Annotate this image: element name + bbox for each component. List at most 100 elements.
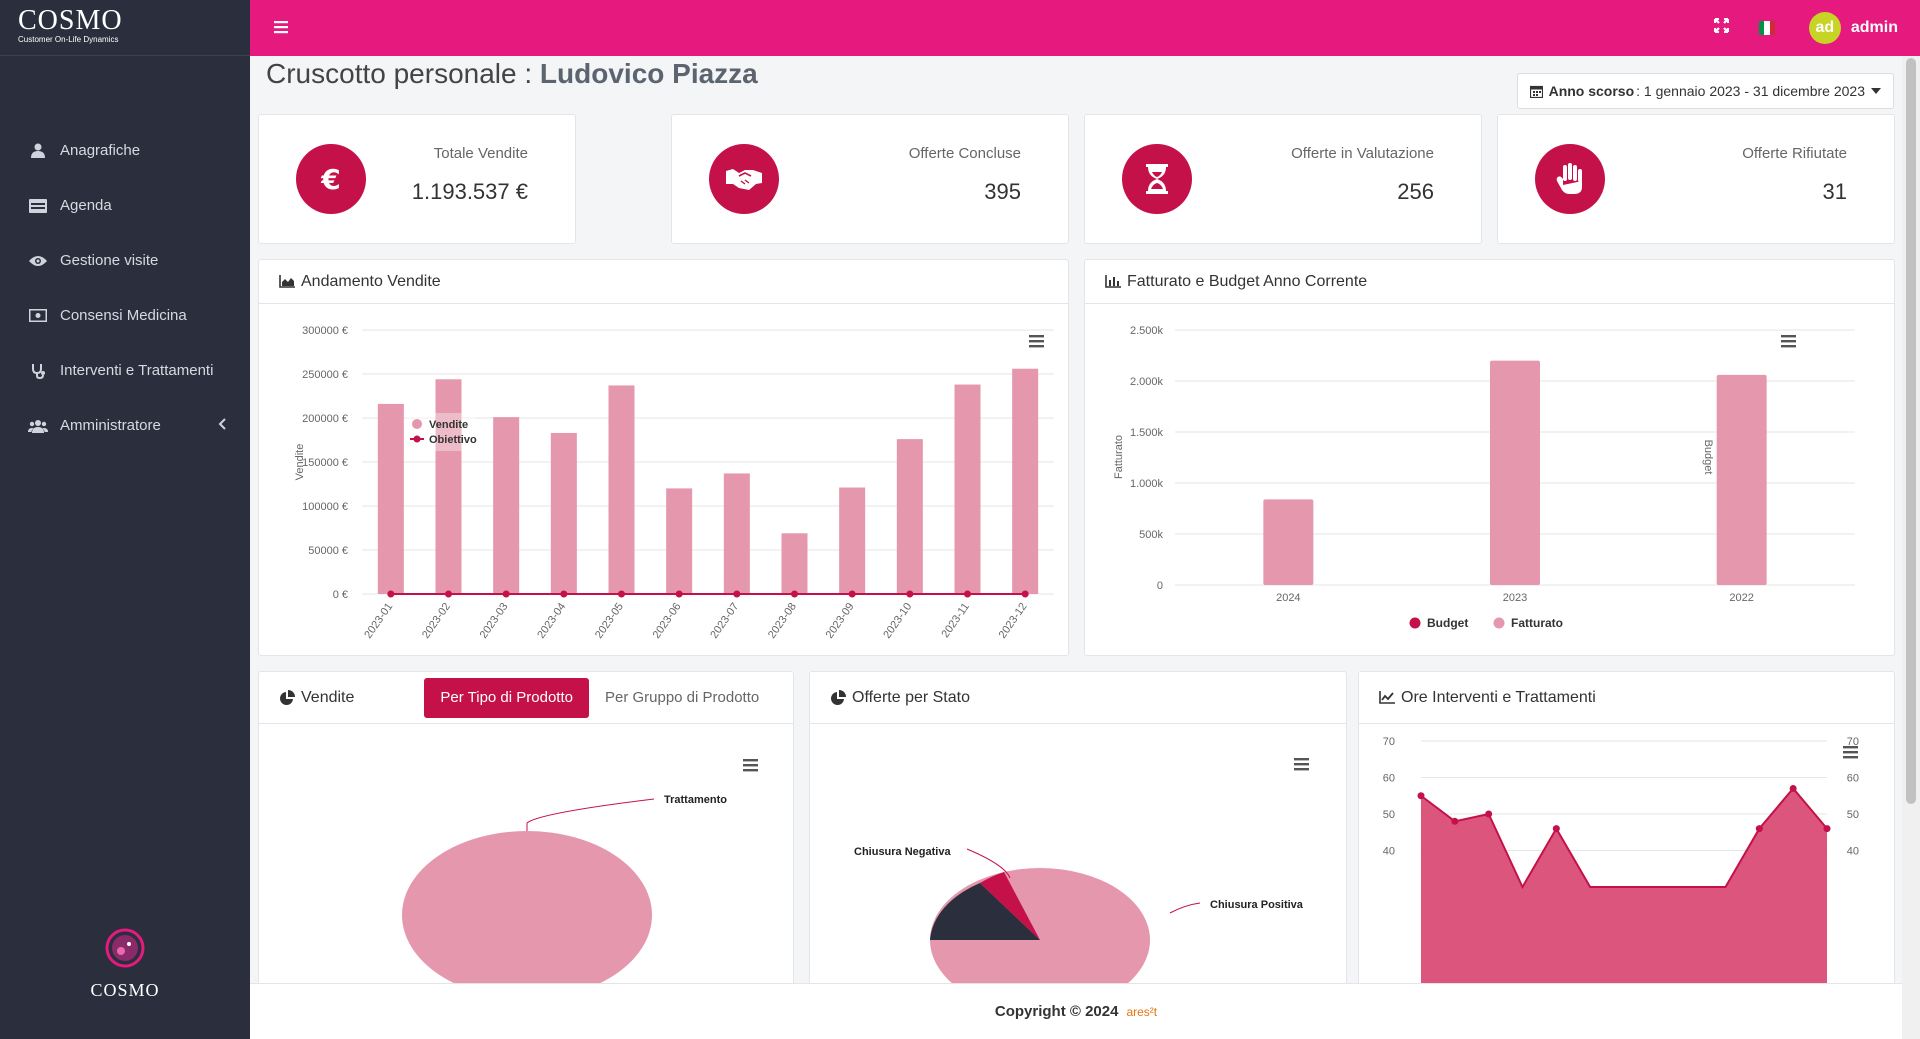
- x-tick-label: 2023-09: [824, 601, 857, 641]
- data-point: [1485, 810, 1493, 818]
- tab-per-gruppo-prodotto[interactable]: Per Gruppo di Prodotto: [604, 689, 760, 706]
- caret-down-icon: [1871, 88, 1881, 94]
- eye-icon: [28, 253, 48, 269]
- menu-bar: [1781, 340, 1796, 343]
- y-tick-label: 50000 €: [308, 545, 348, 557]
- avatar[interactable]: ad: [1808, 12, 1841, 44]
- x-tick-label: 2023-11: [939, 601, 972, 640]
- menu-bar: [1781, 345, 1796, 348]
- sidebar-item-anagrafiche[interactable]: Anagrafiche: [0, 123, 250, 178]
- revenue-budget-chart: 0 500k 1.000k 1.500k 2.000k 2.500k Fatturato Bu…: [1113, 325, 1855, 630]
- bar-vendite: [1012, 368, 1039, 594]
- brand-logo[interactable]: COSMO Customer On-Life Dynamics: [0, 0, 250, 56]
- bar-fatturato: [1716, 374, 1767, 585]
- sidebar-item-label: Interventi e Trattamenti: [60, 362, 214, 379]
- connector-line: [966, 848, 1011, 879]
- menu-bar: [743, 769, 758, 772]
- tab-per-tipo-prodotto[interactable]: Per Tipo di Prodotto: [424, 677, 589, 718]
- legend-label-obiettivo: Obiettivo: [429, 434, 477, 446]
- chart-menu-icon[interactable]: [743, 759, 758, 772]
- x-tick-label: 2023-02: [420, 601, 453, 641]
- sidebar-item-interventi-trattamenti[interactable]: Interventi e Trattamenti: [0, 343, 250, 398]
- chart-menu-icon[interactable]: [1843, 746, 1858, 759]
- menu-bar: [1029, 345, 1044, 348]
- username[interactable]: admin: [1850, 19, 1898, 36]
- sidebar-item-agenda[interactable]: Agenda: [0, 178, 250, 233]
- page-title: Cruscotto personale : Ludovico Piazza: [266, 58, 758, 90]
- card-header: Vendite Per Tipo di Prodotto Per Gruppo …: [259, 672, 793, 724]
- bar-vendite: [550, 432, 577, 594]
- x-tick-label: 2023: [1503, 592, 1527, 604]
- sidebar-footer-logo: COSMO: [0, 927, 250, 1001]
- company-logo: ares²t: [1126, 1004, 1158, 1019]
- legend-label-fatturato: Fatturato: [1511, 616, 1563, 630]
- hamburger-menu-icon[interactable]: [274, 20, 288, 39]
- point-obiettivo: [675, 590, 683, 598]
- handshake-icon: [709, 144, 779, 214]
- y-tick-label: 200000 €: [302, 413, 348, 425]
- y2-axis-label: Budget: [1702, 440, 1714, 475]
- y-tick-label: 70: [1383, 736, 1395, 748]
- sidebar-item-consensi-medicina[interactable]: Consensi Medicina: [0, 288, 250, 343]
- card-offerte-per-stato: Offerte per Stato Chiusura Negativa Chius…: [809, 671, 1347, 1039]
- y-tick-label: 0 €: [333, 589, 348, 601]
- topbar: ad admin: [250, 0, 1920, 56]
- x-tick-label: 2023-06: [651, 601, 684, 641]
- legend-label-vendite: Vendite: [429, 419, 468, 431]
- connector-line: [1169, 902, 1201, 914]
- page-title-name: Ludovico Piazza: [539, 58, 758, 89]
- calendar-icon: [1529, 85, 1543, 98]
- stat-label: Offerte Rifiutate: [1742, 145, 1847, 162]
- sidebar-item-label: Anagrafiche: [60, 142, 141, 159]
- point-obiettivo: [906, 590, 914, 598]
- point-obiettivo: [791, 590, 798, 598]
- area-chart-icon: [279, 275, 295, 288]
- stat-label: Offerte in Valutazione: [1291, 145, 1434, 162]
- point-obiettivo: [964, 590, 971, 598]
- brand-subtitle: Customer On-Life Dynamics: [18, 35, 119, 44]
- sidebar-item-label: Agenda: [60, 197, 112, 214]
- legend-label-budget: Budget: [1427, 616, 1468, 630]
- legend-marker-fatturato: [1493, 617, 1505, 629]
- y2-tick-label: 70: [1847, 736, 1859, 748]
- legend-marker-budget: [1409, 617, 1421, 629]
- fullscreen-icon[interactable]: [1713, 17, 1729, 38]
- chevron-left-icon[interactable]: [218, 417, 226, 434]
- chart-menu-icon[interactable]: [1294, 758, 1309, 771]
- users-icon: [28, 418, 48, 434]
- chart-menu-icon[interactable]: [1029, 335, 1044, 348]
- scrollbar-thumb[interactable]: [1906, 58, 1916, 804]
- card-title: Offerte per Stato: [852, 688, 970, 706]
- menu-bar: [1294, 763, 1309, 766]
- data-point: [1552, 825, 1560, 833]
- y2-tick-label: 40: [1847, 846, 1859, 858]
- sidebar-item-amministratore[interactable]: Amministratore: [0, 398, 250, 453]
- menu-bar: [1029, 340, 1044, 343]
- menu-bar: [1294, 758, 1309, 761]
- x-tick-label: 2023-08: [766, 601, 799, 641]
- card-title: Andamento Vendite: [301, 272, 441, 290]
- sidebar-item-label: Gestione visite: [60, 252, 159, 269]
- bar-fatturato: [1490, 360, 1540, 585]
- point-obiettivo: [560, 590, 568, 598]
- sidebar: COSMO Customer On-Life Dynamics Anagrafi…: [0, 0, 250, 1039]
- menu-bar: [743, 759, 758, 762]
- x-tick-label: 2023-07: [708, 601, 741, 641]
- vertical-scrollbar[interactable]: [1902, 56, 1920, 1039]
- card-ore-interventi: Ore Interventi e Trattamenti 40 40 50 50 60 6…: [1358, 671, 1895, 1039]
- menu-bar: [1294, 768, 1309, 771]
- sidebar-footer-label: COSMO: [90, 980, 160, 1000]
- copyright: Copyright © 2024: [994, 1003, 1119, 1020]
- chart-menu-icon[interactable]: [1781, 335, 1796, 348]
- x-tick-label: 2023-12: [997, 601, 1030, 641]
- italian-flag-icon[interactable]: [1758, 21, 1775, 35]
- bar-vendite: [377, 403, 404, 594]
- date-range-picker[interactable]: Anno scorso : 1 gennaio 2023 - 31 dicemb…: [1516, 73, 1894, 109]
- pie-slice-chiusura-negativa: [980, 872, 1040, 940]
- y-tick-label: 500k: [1139, 529, 1163, 541]
- y-axis-label: Vendite: [294, 444, 306, 481]
- point-obiettivo: [848, 590, 856, 598]
- sidebar-item-gestione-visite[interactable]: Gestione visite: [0, 233, 250, 288]
- sidebar-item-label: Amministratore: [60, 417, 161, 434]
- card-andamento-vendite: Andamento Vendite 0 € 50000 € 100000 € 1500…: [258, 259, 1069, 656]
